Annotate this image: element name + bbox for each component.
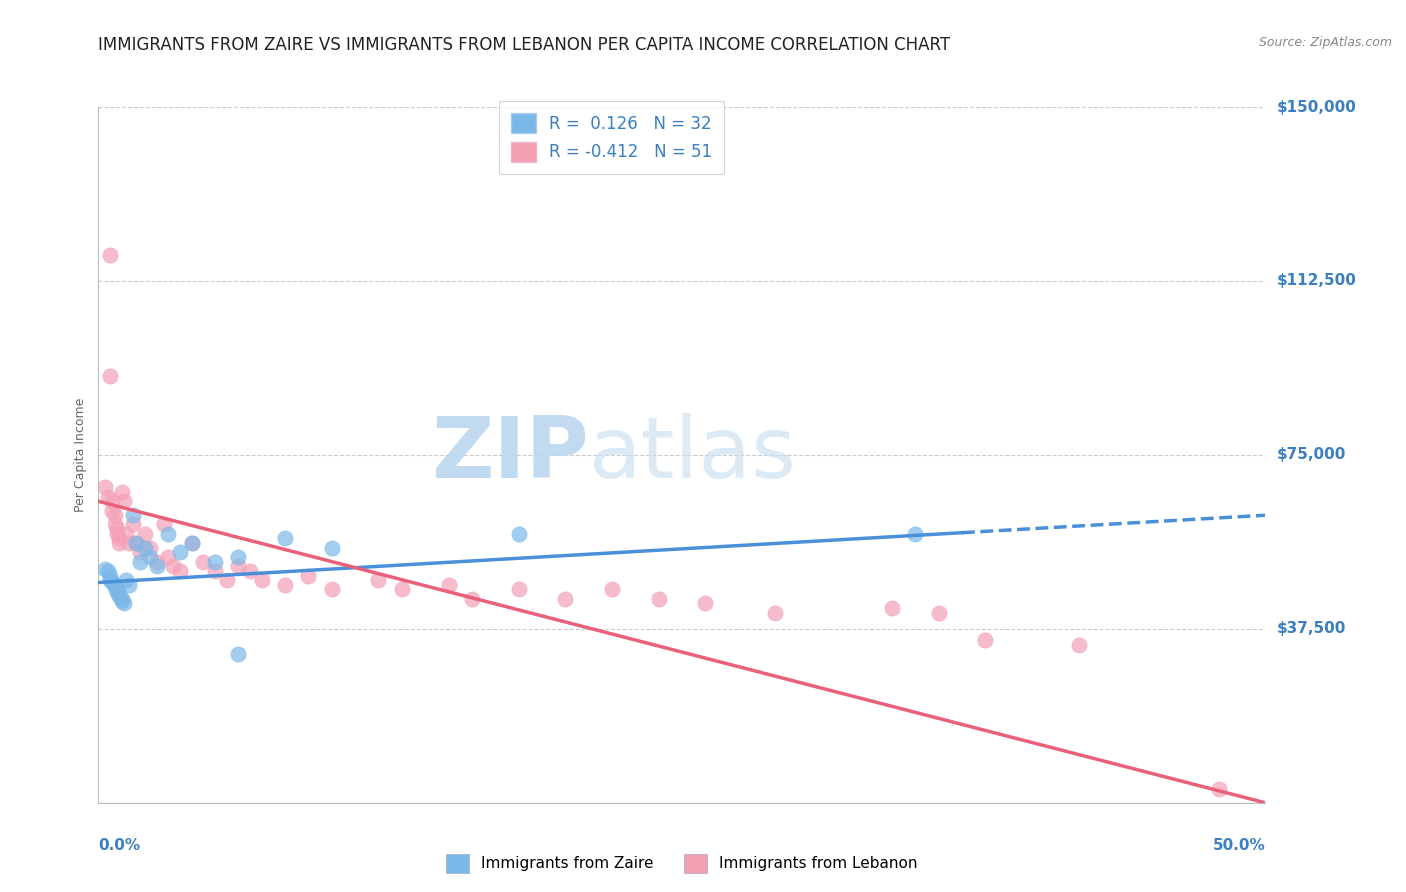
Point — [104, 508, 127, 523]
Point — [437, 578, 460, 592]
Point — [97, 490, 120, 504]
Text: Source: ZipAtlas.com: Source: ZipAtlas.com — [1258, 36, 1392, 49]
Y-axis label: Per Capita Income: Per Capita Income — [73, 398, 87, 512]
Point — [134, 541, 156, 555]
Point — [367, 573, 389, 587]
Point — [228, 559, 250, 574]
Point — [600, 582, 623, 597]
Text: IMMIGRANTS FROM ZAIRE VS IMMIGRANTS FROM LEBANON PER CAPITA INCOME CORRELATION C: IMMIGRANTS FROM ZAIRE VS IMMIGRANTS FROM… — [98, 36, 950, 54]
Point — [508, 582, 530, 597]
Point — [554, 591, 576, 606]
Point — [146, 555, 169, 569]
Point — [129, 555, 152, 569]
Point — [928, 606, 950, 620]
Point — [118, 536, 141, 550]
Point — [139, 549, 162, 564]
Point — [104, 580, 127, 594]
Point — [105, 522, 128, 536]
Point — [115, 573, 138, 587]
Point — [228, 648, 250, 662]
Point — [1208, 781, 1230, 796]
Point — [1067, 638, 1090, 652]
Point — [115, 526, 138, 541]
Text: 0.0%: 0.0% — [98, 838, 141, 853]
Text: $150,000: $150,000 — [1277, 100, 1357, 114]
Point — [108, 590, 131, 604]
Point — [98, 248, 121, 262]
Point — [391, 582, 413, 597]
Point — [274, 578, 297, 592]
Point — [139, 541, 162, 555]
Point — [101, 575, 124, 590]
Text: $37,500: $37,500 — [1277, 622, 1346, 636]
Text: 50.0%: 50.0% — [1212, 838, 1265, 853]
Point — [228, 549, 250, 564]
Point — [94, 561, 117, 575]
Point — [97, 564, 120, 578]
Point — [763, 606, 786, 620]
Point — [98, 369, 121, 384]
Point — [129, 545, 152, 559]
Point — [321, 541, 343, 555]
Point — [461, 591, 484, 606]
Point — [169, 545, 191, 559]
Point — [215, 573, 238, 587]
Point — [112, 596, 135, 610]
Point — [122, 508, 145, 523]
Point — [695, 596, 717, 610]
Point — [162, 559, 184, 574]
Point — [239, 564, 262, 578]
Point — [122, 517, 145, 532]
Point — [146, 559, 169, 574]
Point — [974, 633, 997, 648]
Point — [111, 485, 134, 500]
Text: ZIP: ZIP — [430, 413, 589, 497]
Point — [105, 582, 128, 597]
Point — [274, 532, 297, 546]
Legend: R =  0.126   N = 32, R = -0.412   N = 51: R = 0.126 N = 32, R = -0.412 N = 51 — [499, 102, 724, 174]
Point — [118, 578, 141, 592]
Text: $112,500: $112,500 — [1277, 274, 1357, 288]
Point — [904, 526, 927, 541]
Point — [125, 536, 148, 550]
Point — [112, 494, 135, 508]
Point — [152, 517, 174, 532]
Point — [204, 564, 226, 578]
Point — [101, 494, 124, 508]
Point — [94, 480, 117, 494]
Point — [250, 573, 273, 587]
Point — [204, 555, 226, 569]
Point — [111, 594, 134, 608]
Point — [180, 536, 202, 550]
Point — [157, 526, 180, 541]
Point — [321, 582, 343, 597]
Point — [880, 601, 903, 615]
Point — [111, 591, 134, 606]
Point — [157, 549, 180, 564]
Point — [108, 587, 131, 601]
Point — [105, 584, 128, 599]
Text: $75,000: $75,000 — [1277, 448, 1346, 462]
Point — [105, 526, 128, 541]
Point — [108, 532, 131, 546]
Point — [180, 536, 202, 550]
Point — [104, 517, 127, 532]
Point — [104, 578, 127, 592]
Point — [647, 591, 669, 606]
Text: atlas: atlas — [589, 413, 797, 497]
Point — [108, 536, 131, 550]
Point — [125, 536, 148, 550]
Point — [134, 526, 156, 541]
Point — [508, 526, 530, 541]
Point — [98, 573, 121, 587]
Point — [297, 568, 319, 582]
Point — [98, 568, 121, 582]
Point — [169, 564, 191, 578]
Point — [101, 503, 124, 517]
Point — [193, 555, 215, 569]
